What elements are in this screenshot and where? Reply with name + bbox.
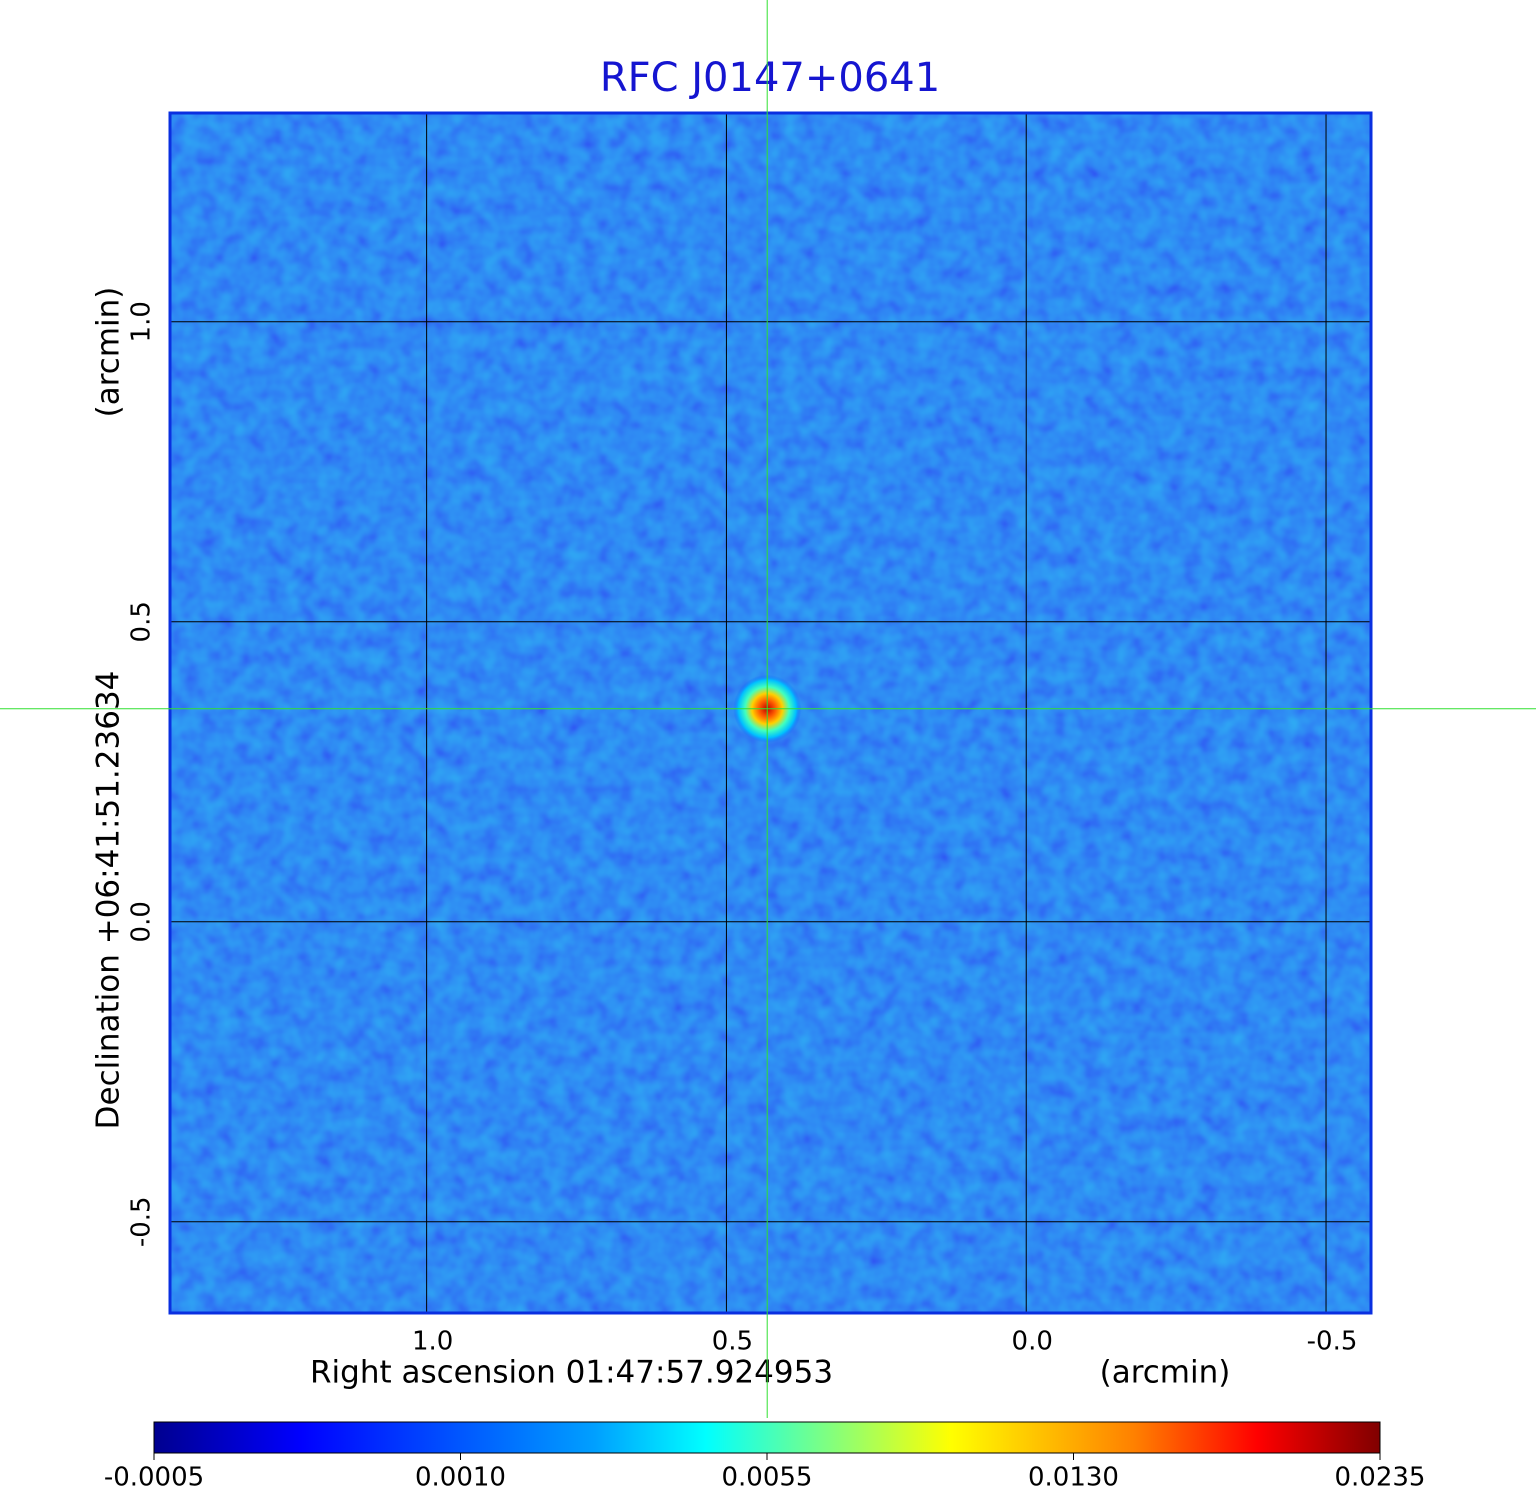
image-frame (168, 111, 1373, 1315)
x-tick-label: 0.5 (712, 1327, 753, 1357)
colorbar (153, 1421, 1381, 1454)
colorbar-tick-label: 0.0055 (722, 1463, 813, 1493)
colorbar-tick-label: 0.0130 (1028, 1463, 1119, 1493)
colorbar-tick-label: 0.0010 (415, 1463, 506, 1493)
x-axis-unit: (arcmin) (1100, 1355, 1231, 1391)
y-tick-label: -0.5 (127, 1196, 157, 1247)
x-tick-label: 1.0 (412, 1327, 453, 1357)
y-axis-unit: (arcmin) (91, 287, 127, 418)
x-tick-label: -0.5 (1307, 1327, 1358, 1357)
y-tick-label: 0.5 (127, 601, 157, 642)
x-axis-label: Right ascension 01:47:57.924953 (310, 1355, 833, 1391)
colorbar-tick-label: 0.0235 (1335, 1463, 1426, 1493)
x-tick-label: 0.0 (1012, 1327, 1053, 1357)
colorbar-tick-label: -0.0005 (104, 1463, 204, 1493)
y-tick-label: 1.0 (127, 301, 157, 342)
y-axis-label: Declination +06:41:51.23634 (91, 671, 127, 1130)
y-tick-label: 0.0 (127, 901, 157, 942)
chart-title: RFC J0147+0641 (600, 55, 940, 101)
